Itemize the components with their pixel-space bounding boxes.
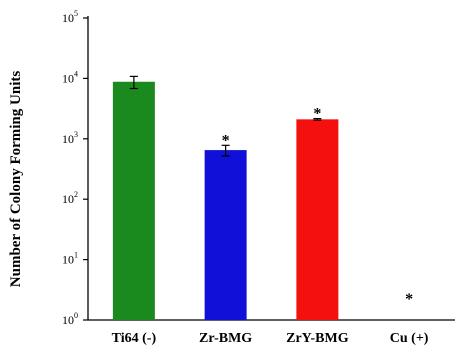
bar: [204, 150, 247, 320]
y-tick-label: 102: [62, 190, 78, 206]
x-category-label: Cu (+): [390, 331, 429, 346]
y-tick-exponent: 2: [74, 190, 78, 199]
y-tick-base: 10: [62, 253, 74, 267]
y-tick-label: 100: [62, 311, 78, 327]
y-tick-label: 105: [62, 9, 78, 25]
y-tick-base: 10: [62, 132, 74, 146]
bar: [296, 119, 339, 320]
y-tick-exponent: 5: [74, 9, 78, 18]
x-category-label: ZrY-BMG: [286, 331, 349, 346]
bar: [112, 81, 155, 320]
y-tick-label: 104: [62, 69, 78, 85]
y-tick-base: 10: [62, 313, 74, 327]
significance-asterisk: *: [222, 132, 230, 149]
y-tick-base: 10: [62, 11, 74, 25]
error-bars: [129, 75, 322, 157]
significance-asterisk: *: [405, 291, 413, 308]
x-category-label: Ti64 (-): [112, 331, 157, 346]
y-tick-base: 10: [62, 71, 74, 85]
y-tick-base: 10: [62, 192, 74, 206]
x-category-label: Zr-BMG: [199, 331, 252, 346]
y-tick-label: 101: [62, 251, 78, 267]
y-tick-exponent: 1: [74, 251, 78, 260]
significance-asterisk: *: [313, 106, 321, 123]
y-axis-title: Number of Colony Forming Units: [8, 71, 24, 288]
y-axis-title-group: Number of Colony Forming Units: [8, 71, 24, 288]
bars: [112, 81, 339, 320]
y-tick-label: 103: [62, 130, 78, 146]
category-labels: Ti64 (-) Zr-BMG ZrY-BMG Cu (+): [112, 331, 429, 346]
y-tick-exponent: 0: [74, 311, 78, 320]
y-tick-exponent: 3: [74, 130, 78, 139]
significance-marks: * * *: [222, 106, 414, 308]
y-tick-exponent: 4: [74, 69, 78, 78]
